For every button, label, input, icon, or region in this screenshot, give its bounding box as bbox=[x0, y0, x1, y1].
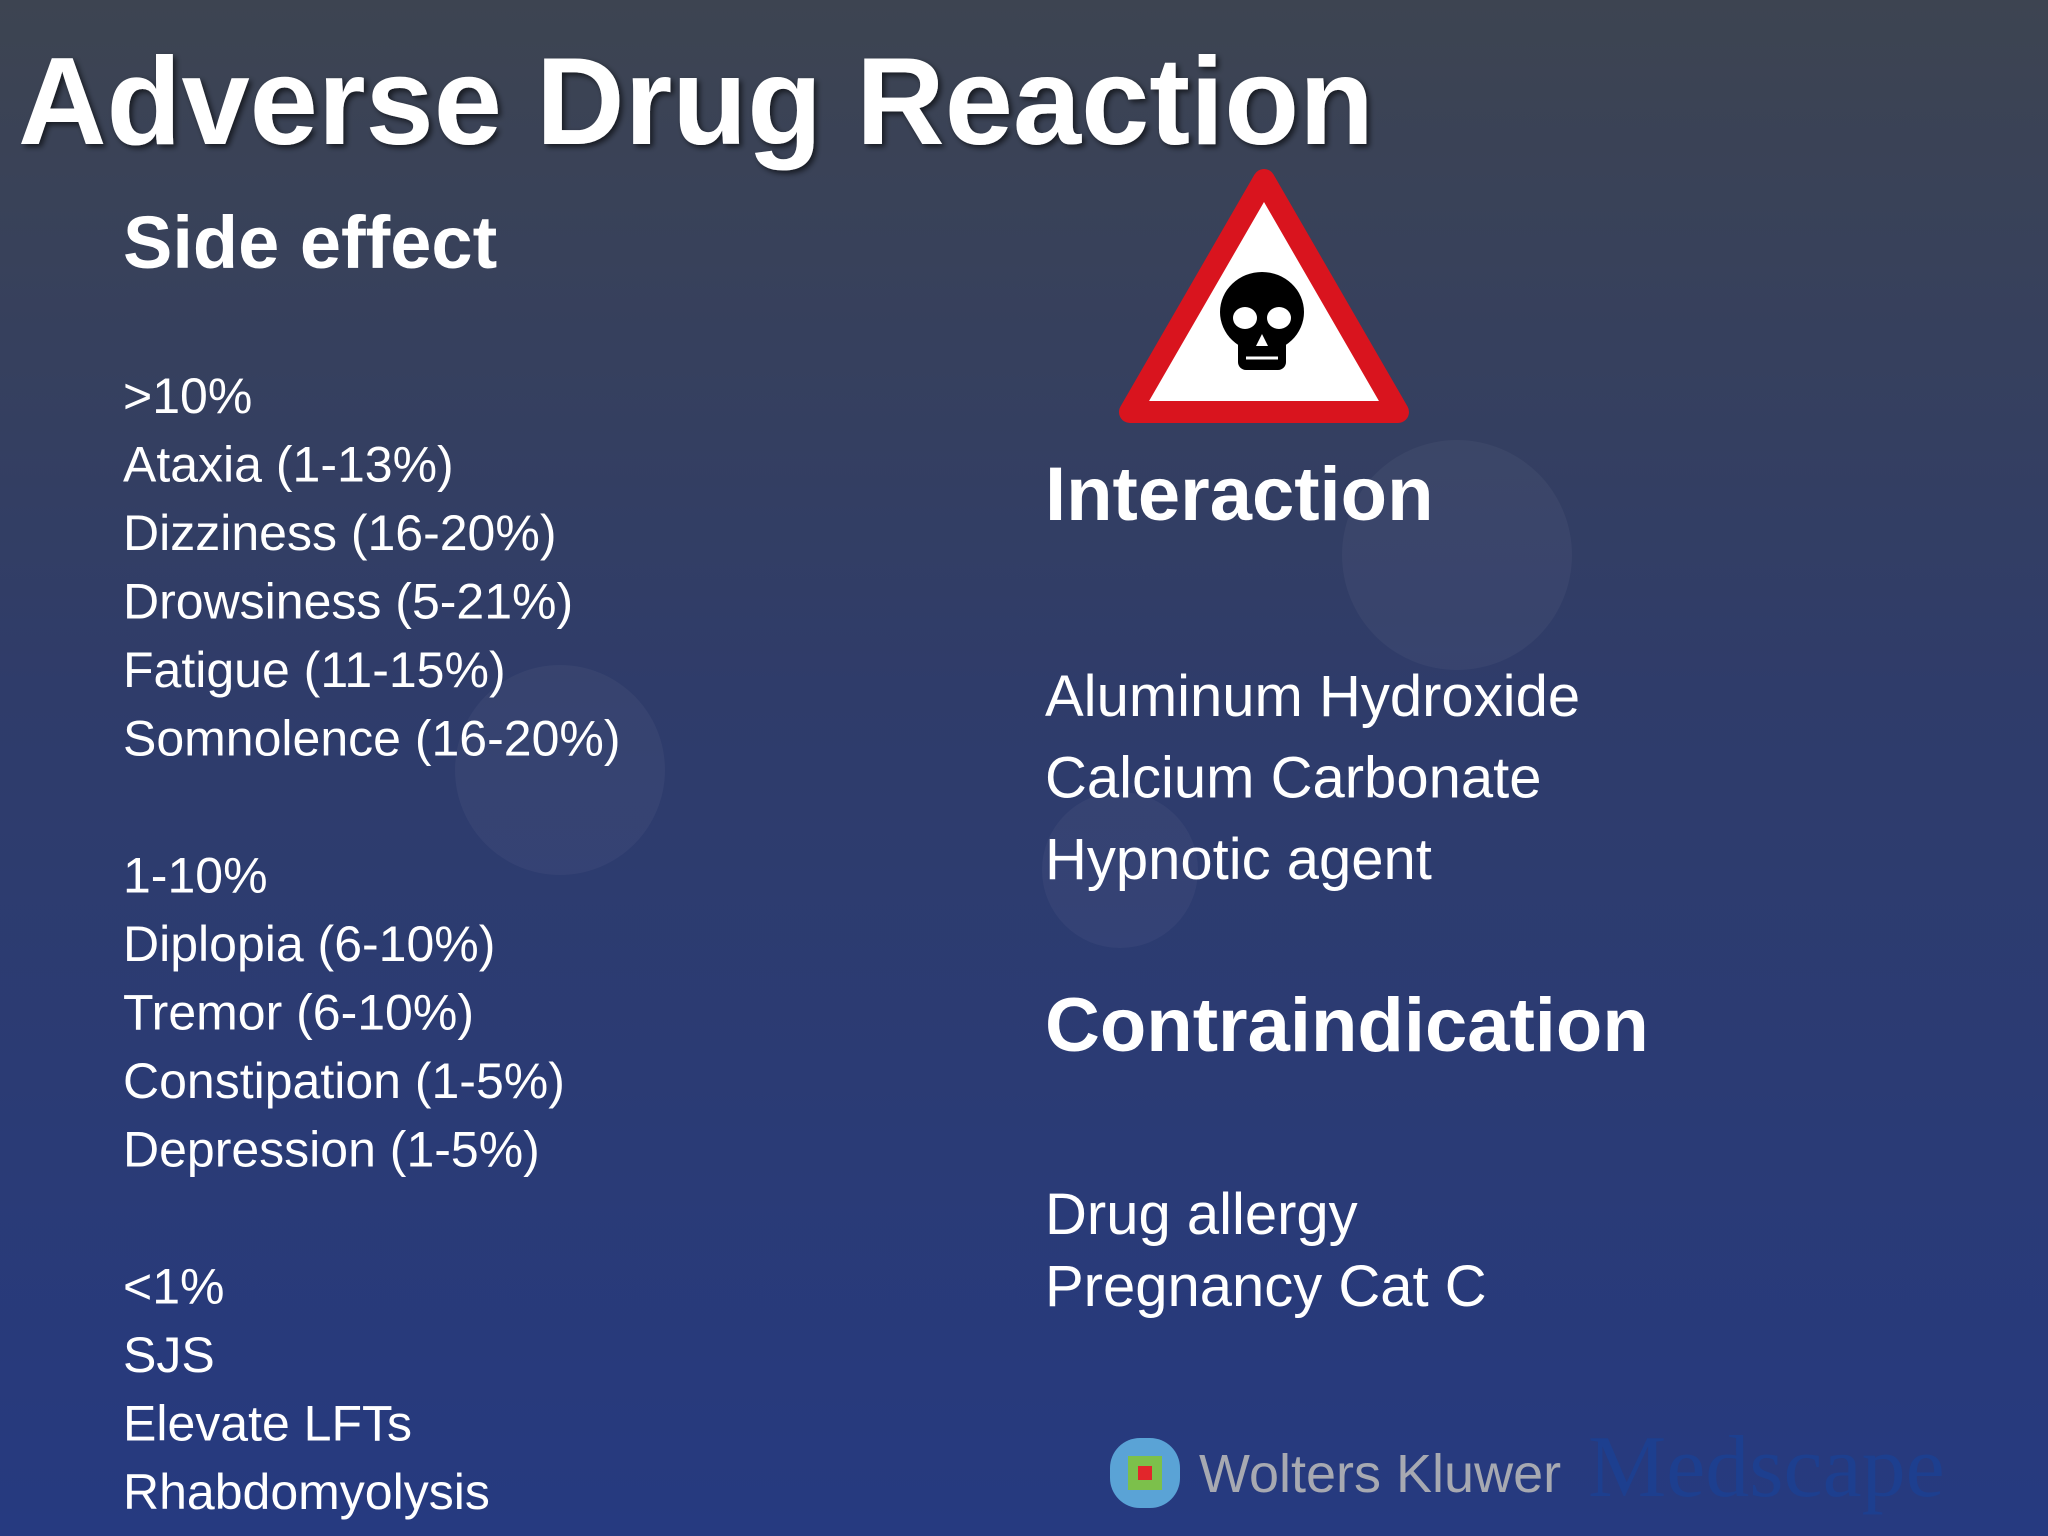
group-label: 1-10% bbox=[123, 848, 268, 904]
group-label: >10% bbox=[123, 368, 252, 424]
list-item: SJS bbox=[123, 1327, 215, 1383]
list-item: Rhabdomyolysis bbox=[123, 1464, 490, 1520]
bokeh bbox=[1042, 792, 1198, 948]
group-label: <1% bbox=[123, 1259, 224, 1315]
bokeh bbox=[455, 665, 665, 875]
bokeh bbox=[1342, 440, 1572, 670]
content: Side effect >10% Ataxia (1-13%) Dizziness (… bbox=[123, 201, 1649, 1520]
list-item: Somnolence (16-20%) bbox=[123, 711, 621, 767]
section-heading: Contraindication bbox=[1045, 983, 1649, 1068]
slide-title: Adverse Drug Reaction bbox=[18, 33, 1374, 171]
logo-text: Medscape bbox=[1588, 1419, 1945, 1516]
list-item: Diplopia (6-10%) bbox=[123, 916, 495, 972]
list-item: Constipation (1-5%) bbox=[123, 1053, 565, 1109]
list-item: Fatigue (11-15%) bbox=[123, 642, 506, 698]
list-item: Dizziness (16-20%) bbox=[123, 505, 556, 561]
list-item: Depression (1-5%) bbox=[123, 1122, 540, 1178]
list-item: Drowsiness (5-21%) bbox=[123, 574, 573, 630]
logo-wk-icon bbox=[1110, 1438, 1180, 1508]
list-item: Elevate LFTs bbox=[123, 1396, 412, 1452]
warning-sign bbox=[1119, 169, 1409, 423]
list-item: Tremor (6-10%) bbox=[123, 985, 474, 1041]
list-item: Aluminum Hydroxide bbox=[1045, 664, 1580, 729]
list-item: Hypnotic agent bbox=[1045, 827, 1432, 892]
list-item: Ataxia (1-13%) bbox=[123, 437, 454, 493]
logo-text: Wolters Kluwer bbox=[1199, 1444, 1561, 1504]
list-item: Calcium Carbonate bbox=[1045, 746, 1541, 811]
section-heading: Interaction bbox=[1045, 452, 1434, 537]
list-item: Pregnancy Cat C bbox=[1045, 1254, 1487, 1319]
list-item: Drug allergy bbox=[1045, 1182, 1358, 1247]
section-heading: Side effect bbox=[123, 201, 497, 284]
